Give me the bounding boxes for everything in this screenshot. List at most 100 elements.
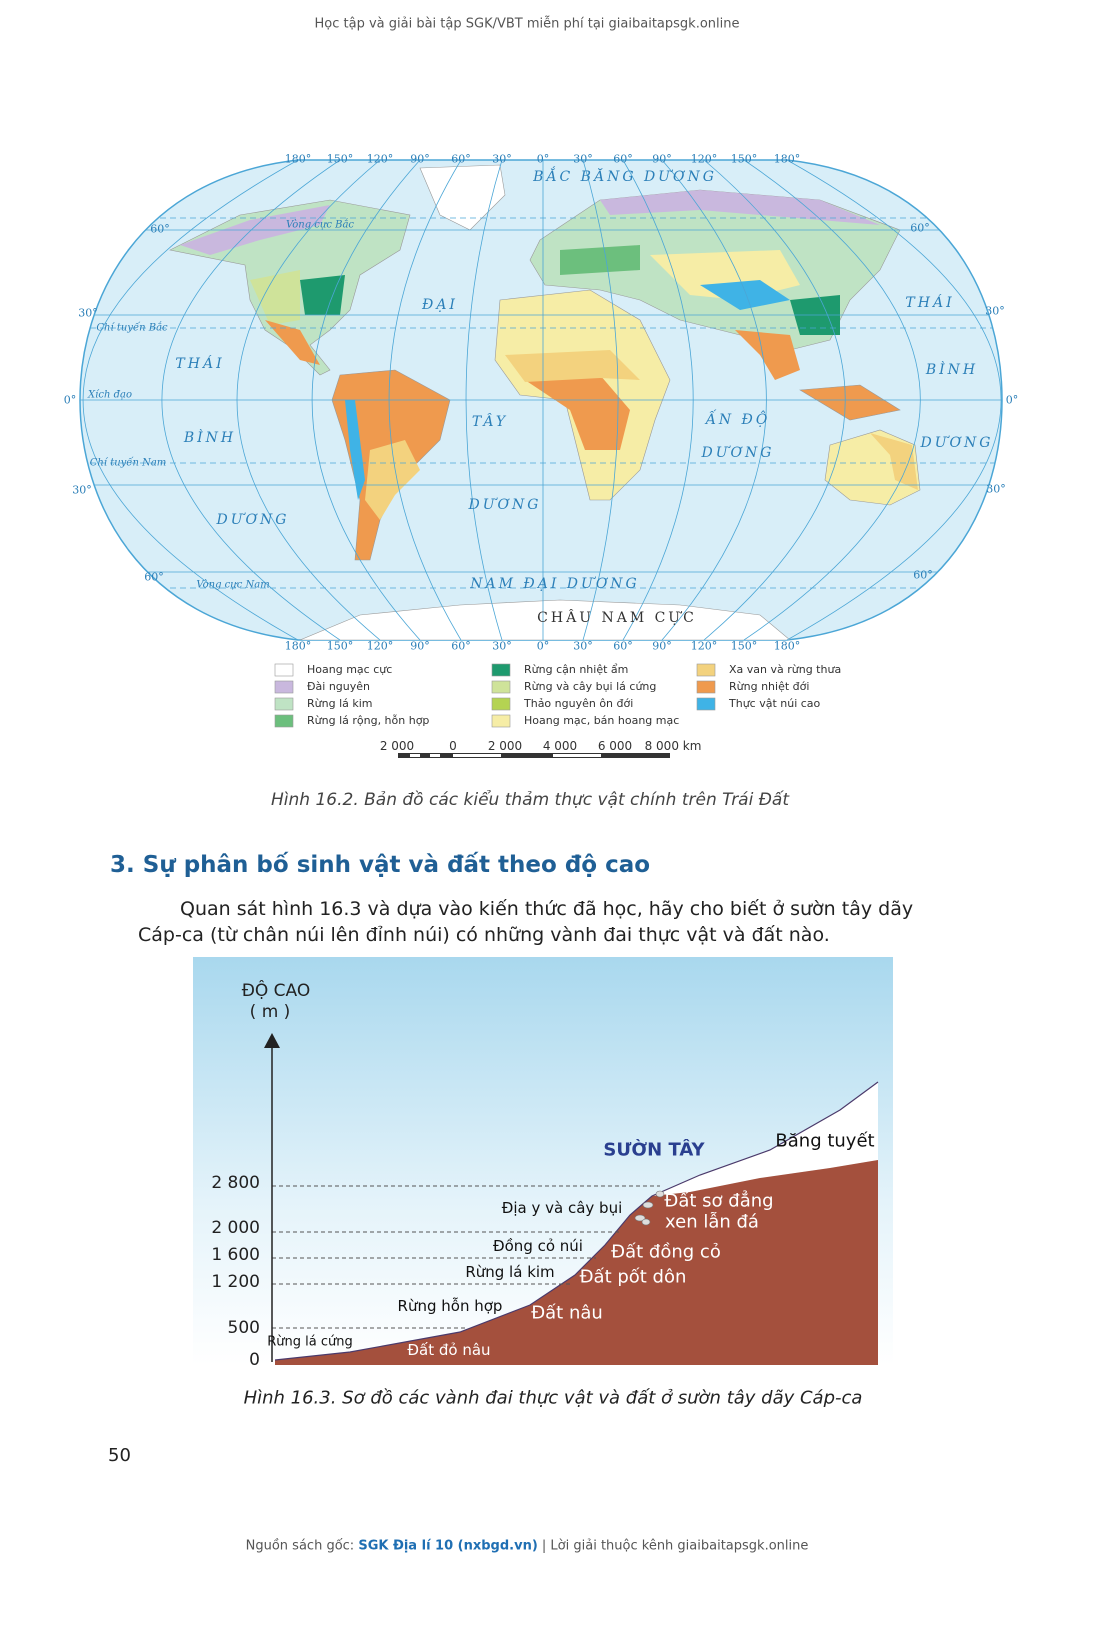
soil-belt: xen lẫn đá (665, 1211, 759, 1233)
footer-part: | Lời giải thuộc kênh giaibaitapsgk.onli… (541, 1538, 809, 1554)
longitude-label: 60° (613, 639, 633, 653)
antarctica (299, 599, 791, 640)
figure-caption: Hình 16.3. Sơ đồ các vành đai thực vật v… (243, 1387, 863, 1409)
longitude-label: 0° (536, 152, 550, 166)
legend-label: Thực vật núi cao (729, 697, 821, 710)
altitude-diagram (193, 957, 893, 1365)
sa-savanna (365, 440, 420, 520)
soil-belt: Đất đỏ nâu (407, 1341, 491, 1359)
legend-swatch (491, 697, 511, 711)
legend-swatch (274, 680, 294, 694)
longitude-label: 180° (284, 152, 312, 166)
longitude-label: 180° (773, 152, 801, 166)
latitude-label: 0° (63, 393, 77, 407)
ocean-label: ĐẠI (422, 297, 458, 313)
footer-part: Nguồn sách gốc: (245, 1538, 355, 1554)
eurasia-tundra (600, 190, 880, 225)
longitude-label: 120° (690, 639, 718, 653)
ocean-label: BẮC BĂNG DƯƠNG (533, 169, 717, 185)
page-footer: Nguồn sách gốc: SGK Địa lí 10 (nxbgd.vn)… (246, 1539, 809, 1554)
longitude-label: 90° (410, 639, 430, 653)
vegetation-belt: Đồng cỏ núi (493, 1237, 583, 1255)
continent-label: CHÂU NAM CỰC (537, 610, 697, 626)
altitude-label: 1 200 (211, 1272, 260, 1292)
legend-label: Thảo nguyên ôn đới (524, 697, 634, 710)
greenland (419, 164, 506, 231)
latitude-label: 30° (986, 482, 1006, 496)
islands (799, 384, 901, 421)
slope-line (274, 1081, 879, 1361)
europe-forest (560, 245, 640, 275)
longitude-label: 60° (451, 639, 471, 653)
longitude-label: 150° (730, 152, 758, 166)
graticule (80, 160, 1002, 640)
legend-label: Rừng nhiệt đới (729, 680, 810, 693)
ocean-label: THÁI (905, 295, 955, 311)
longitude-label: 30° (573, 152, 593, 166)
map-line-label: Vòng cực Nam (196, 579, 270, 591)
altitude-label: 0 (249, 1350, 260, 1370)
map-line-label: Chí tuyến Bắc (96, 322, 168, 334)
altitude-label: 2 000 (211, 1218, 260, 1238)
scale-label: 8 000 km (644, 739, 702, 753)
vegetation-belt: Băng tuyết (775, 1130, 875, 1152)
longitude-label: 60° (451, 152, 471, 166)
scale-bar-gap (430, 754, 440, 757)
ocean-label: BÌNH (925, 362, 979, 378)
figure-caption: Hình 16.2. Bản đồ các kiểu thảm thực vật… (271, 790, 789, 810)
legend-label: Rừng lá kim (307, 697, 373, 710)
legend-swatch (491, 680, 511, 694)
world-map (79, 159, 1003, 641)
scale-label: 2 000 (379, 739, 415, 753)
longitude-label: 60° (613, 152, 633, 166)
soil-belt: Đất sơ đẳng (664, 1190, 774, 1212)
vegetation-belt: Rừng hỗn hợp (397, 1297, 503, 1315)
sa-andes (345, 400, 365, 500)
rocks (634, 1190, 665, 1226)
longitude-label: 150° (730, 639, 758, 653)
page-number: 50 (108, 1445, 131, 1466)
longitude-label: 90° (652, 639, 672, 653)
mountain-soil (275, 1160, 878, 1365)
scale-label: 6 000 (597, 739, 633, 753)
legend-swatch (696, 663, 716, 677)
latitude-label: 30° (78, 306, 98, 320)
longitude-label: 120° (690, 152, 718, 166)
paragraph-line: Quan sát hình 16.3 và dựa vào kiến thức … (180, 898, 914, 920)
altitude-label: 1 600 (211, 1245, 260, 1265)
longitude-label: 0° (536, 639, 550, 653)
latitude-label: 0° (1005, 393, 1019, 407)
vegetation-belt: Rừng lá cứng (267, 1334, 353, 1350)
na-steppe (250, 270, 300, 325)
legend-label: Hoang mạc cực (307, 663, 393, 676)
scale-bar-gap (410, 754, 420, 757)
legend-swatch (491, 663, 511, 677)
footer-part: SGK Địa lí 10 (nxbgd.vn) (358, 1538, 538, 1554)
longitude-label: 120° (366, 152, 394, 166)
scale-bar-gap (553, 754, 601, 757)
na-subtropic (300, 275, 345, 315)
soil-belt: Đất đồng cỏ (611, 1241, 721, 1263)
soil-belt: Đất nâu (531, 1302, 603, 1324)
ocean-label: DƯƠNG (701, 445, 775, 461)
latitude-label: 60° (144, 570, 164, 584)
longitude-label: 30° (492, 152, 512, 166)
longitude-label: 30° (573, 639, 593, 653)
legend-label: Rừng và cây bụi lá cứng (524, 680, 657, 693)
legend-label: Hoang mạc, bán hoang mạc (524, 714, 680, 727)
asia-tropic (735, 330, 800, 380)
latitude-label: 60° (150, 222, 170, 236)
ocean-label: NAM ĐẠI DƯƠNG (470, 576, 640, 592)
altitude-lines (272, 1185, 660, 1329)
legend-swatch (491, 714, 511, 728)
legend-swatch (274, 663, 294, 677)
latitude-label: 60° (910, 221, 930, 235)
soil-belt: Đất pốt dôn (579, 1266, 687, 1288)
map-line-label: Xích đạo (88, 389, 132, 401)
longitude-label: 120° (366, 639, 394, 653)
legend-swatch (274, 714, 294, 728)
scale-bar (398, 753, 670, 758)
longitude-label: 30° (492, 639, 512, 653)
